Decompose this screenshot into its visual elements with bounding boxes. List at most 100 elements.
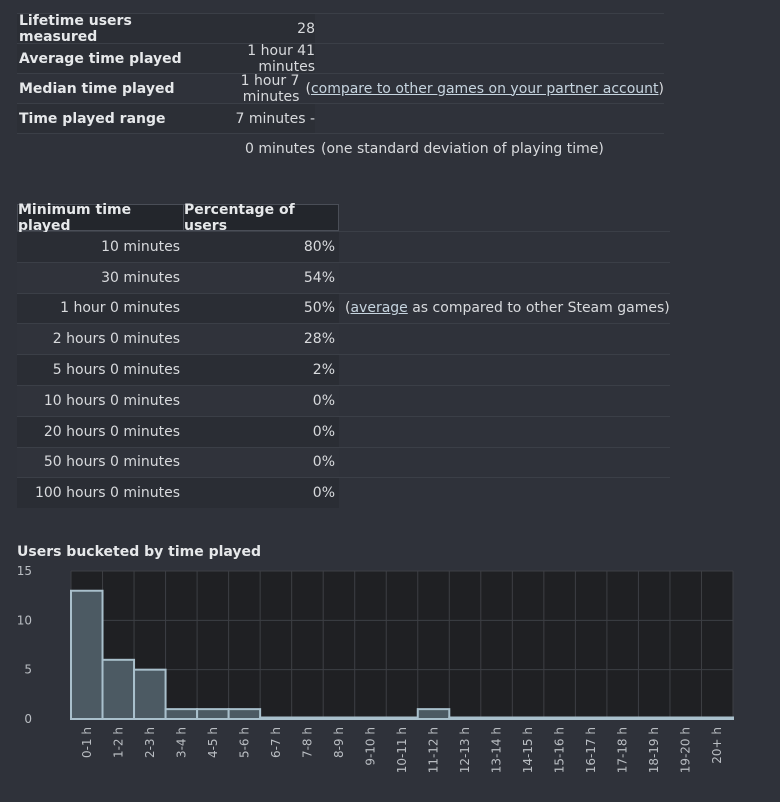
summary-row: Lifetime users measured 28 (17, 13, 664, 45)
table-row: 20 hours 0 minutes 0% (17, 415, 670, 447)
x-tick-label: 17-18 h (616, 727, 630, 773)
summary-label: Median time played (19, 80, 175, 97)
min-time-cell: 30 minutes (17, 262, 184, 293)
table-row: 5 hours 0 minutes 2% (17, 354, 670, 385)
chart-title: Users bucketed by time played (17, 544, 262, 560)
table-row: 100 hours 0 minutes 0% (17, 477, 670, 509)
x-tick-label: 9-10 h (363, 727, 377, 766)
x-tick-label: 8-9 h (332, 727, 346, 758)
x-tick-label: 16-17 h (584, 727, 598, 773)
min-time-cell: 100 hours 0 minutes (17, 478, 184, 509)
x-tick-label: 1-2 h (111, 727, 125, 758)
x-tick-label: 13-14 h (490, 727, 504, 773)
histogram-bar (479, 716, 514, 720)
x-tick-label: 0-1 h (80, 727, 94, 758)
percentage-cell: 2% (184, 355, 339, 385)
average-link[interactable]: average (350, 300, 408, 317)
note-prefix: ( (305, 80, 311, 97)
histogram-bar (416, 708, 451, 720)
header-percentage: Percentage of users (184, 202, 339, 234)
histogram-bar (196, 708, 230, 720)
y-tick-label: 15 (17, 564, 32, 578)
table-row: 1 hour 0 minutes 50% (average as compared … (17, 292, 670, 324)
table-row: 10 minutes 80% (17, 231, 670, 262)
histogram-bar (542, 716, 577, 720)
summary-row: Median time played 1 hour 7 minutes (compa… (17, 72, 664, 105)
x-tick-label: 20+ h (710, 727, 724, 764)
x-tick-label: 6-7 h (269, 727, 283, 758)
summary-value: 1 hour 41 minutes (189, 43, 315, 75)
table-row: 2 hours 0 minutes 28% (17, 323, 670, 355)
percentage-cell: 0% (184, 416, 339, 447)
histogram-bar (574, 716, 608, 720)
histogram-bar (605, 716, 640, 720)
histogram-bar (259, 716, 293, 720)
table-header-row: Minimum time played Percentage of users (17, 202, 670, 234)
x-tick-label: 18-19 h (647, 727, 661, 773)
histogram-bar (448, 716, 482, 720)
x-tick-label: 5-6 h (237, 727, 251, 758)
x-tick-label: 19-20 h (679, 727, 693, 773)
min-time-cell: 50 hours 0 minutes (17, 447, 184, 478)
summary-value: 0 minutes (244, 140, 315, 157)
percentage-cell: 54% (184, 262, 339, 293)
table-row: 50 hours 0 minutes 0% (17, 446, 670, 478)
x-tick-label: 10-11 h (395, 727, 409, 773)
histogram-bar (290, 716, 325, 720)
histogram-bar (385, 716, 419, 720)
note-suffix: as compared to other Steam games) (407, 300, 670, 317)
histogram-bar (227, 708, 262, 720)
histogram-bar (668, 716, 703, 720)
x-tick-label: 4-5 h (206, 727, 220, 758)
min-time-cell: 2 hours 0 minutes (17, 324, 184, 355)
summary-value: 1 hour 7 minutes (240, 72, 300, 105)
summary-label: Lifetime users measured (17, 13, 189, 45)
x-tick-label: 7-8 h (300, 727, 314, 758)
x-tick-label: 11-12 h (427, 727, 441, 773)
x-tick-label: 14-15 h (521, 727, 535, 773)
histogram-chart: 0 5 10 15 0-1 h 1-2 h 2-3 h 3-4 h 4-5 h 5-6 h 6-7 … (17, 564, 735, 773)
histogram-bar (637, 716, 671, 720)
summary-row: Average time played 1 hour 41 minutes (17, 43, 664, 75)
percentage-cell: 50% (184, 293, 339, 324)
min-time-cell: 10 hours 0 minutes (17, 385, 184, 416)
plot-area (71, 571, 733, 719)
x-tick-label: 15-16 h (553, 727, 567, 773)
compare-games-link[interactable]: compare to other games on your partner a… (310, 80, 659, 97)
percentage-cell: 0% (184, 478, 339, 509)
x-tick-label: 2-3 h (143, 727, 157, 758)
y-tick-label: 10 (17, 613, 32, 627)
summary-row: Time played range 7 minutes - (17, 103, 664, 133)
percentage-cell: 28% (184, 324, 339, 355)
summary-label: Time played range (17, 104, 189, 133)
minimum-time-table: Minimum time played Percentage of users … (17, 202, 670, 509)
histogram-bar (511, 716, 545, 720)
min-time-cell: 5 hours 0 minutes (17, 355, 184, 385)
summary-row: 0 minutes (one standard deviation of play… (17, 133, 664, 163)
histogram-bar (133, 668, 167, 720)
header-minimum-time: Minimum time played (17, 202, 184, 234)
summary-value: 7 minutes - (189, 104, 315, 133)
note-prefix: ( (345, 300, 351, 317)
histogram-bar (353, 716, 388, 720)
min-time-cell: 1 hour 0 minutes (17, 293, 184, 324)
summary-value: 28 (189, 14, 315, 43)
summary-label (17, 134, 189, 163)
summary-note: (compare to other games on your partner … (299, 81, 664, 97)
x-tick-label: 12-13 h (458, 727, 472, 773)
table-row: 10 hours 0 minutes 0% (17, 384, 670, 416)
y-tick-label: 5 (24, 663, 32, 677)
percentage-cell: 0% (184, 385, 339, 416)
min-time-cell: 20 hours 0 minutes (17, 416, 184, 447)
note-prefix: (one standard deviation of playing time) (321, 140, 604, 157)
percentage-cell: 0% (184, 447, 339, 478)
percentage-cell: 80% (184, 232, 339, 262)
row-note: (average as compared to other Steam game… (339, 300, 670, 316)
histogram-bar (322, 716, 356, 720)
min-time-cell: 10 minutes (17, 232, 184, 262)
summary-label: Average time played (17, 44, 189, 73)
histogram-bar (101, 658, 136, 721)
table-row: 30 minutes 54% (17, 261, 670, 293)
histogram-bar (70, 589, 104, 720)
y-tick-label: 0 (24, 712, 32, 726)
